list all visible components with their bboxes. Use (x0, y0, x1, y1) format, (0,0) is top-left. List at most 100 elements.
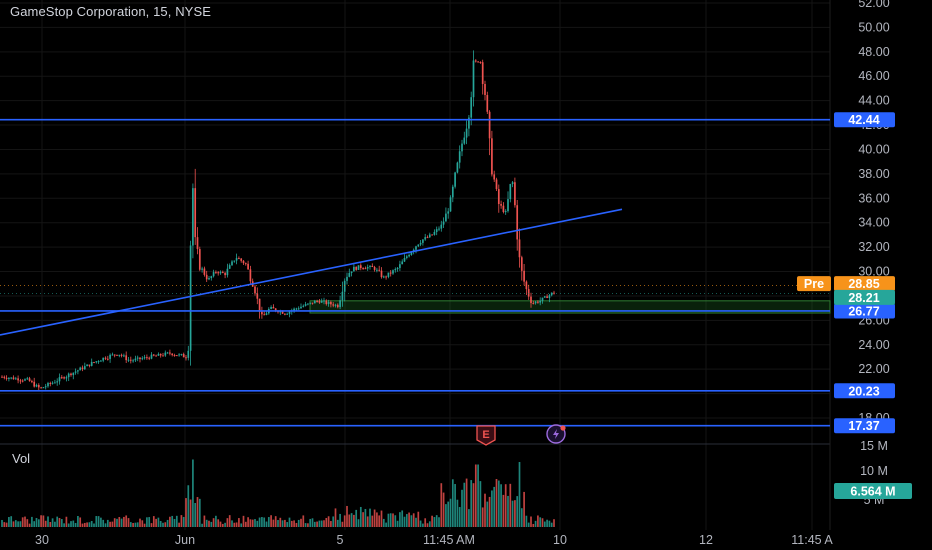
volume-bar (343, 515, 346, 527)
pre-price-tag (834, 276, 895, 292)
volume-bar (173, 518, 176, 527)
candle-body (175, 355, 178, 357)
volume-bar (426, 523, 429, 527)
price-tick-label: 38.00 (858, 167, 889, 181)
candle-body (477, 61, 479, 63)
candle-body (380, 270, 383, 278)
trendline[interactable] (0, 208, 623, 336)
volume-bar (136, 522, 139, 527)
price-tick-label: 52.00 (858, 0, 889, 10)
candle-body (1, 376, 3, 378)
volume-bar (359, 506, 362, 527)
candle-body (127, 359, 130, 361)
candle-body (424, 237, 427, 240)
candle-body (353, 266, 355, 272)
volume-bar (307, 523, 309, 527)
candle-body (86, 364, 88, 367)
volume-bar (70, 521, 72, 527)
volume-bar (228, 515, 231, 527)
volume-bar (1, 519, 3, 527)
candle-body (221, 271, 224, 273)
candle-body (523, 270, 525, 282)
candle-body (481, 62, 484, 84)
volume-bar (493, 486, 496, 527)
volume-bar (169, 516, 171, 527)
candle-body (463, 137, 466, 144)
volume-bar (297, 519, 300, 527)
candle-body (474, 60, 477, 62)
candle-body (348, 272, 351, 277)
candle-body (116, 354, 118, 356)
volume-bar (28, 523, 31, 527)
volume-bar (14, 520, 17, 527)
volume-bar (42, 515, 45, 527)
candle-body (359, 265, 362, 269)
candle-body (318, 301, 321, 303)
volume-bar (463, 482, 466, 527)
volume-bar (3, 522, 6, 527)
volume-bar (288, 517, 291, 527)
volume-bar (523, 491, 525, 527)
time-tick-label: 30 (35, 533, 49, 547)
candle-body (19, 380, 22, 382)
price-tick-label: 46.00 (858, 69, 889, 83)
candle-body (313, 301, 316, 304)
volume-bar (548, 520, 551, 527)
volume-bar (511, 500, 514, 527)
candle-body (543, 296, 546, 298)
volume-bar (550, 522, 553, 527)
candle-body (357, 265, 360, 270)
volume-bar (477, 464, 479, 527)
volume-bar (83, 522, 86, 527)
volume-bar (520, 508, 523, 527)
volume-bar (171, 515, 174, 527)
candle-body (364, 268, 367, 270)
volume-bar (8, 517, 10, 527)
volume-bar (17, 521, 19, 527)
candle-body (532, 303, 535, 305)
volume-bar (447, 501, 450, 527)
volume-bar (5, 522, 8, 527)
candle-body (134, 358, 137, 361)
candle-body (307, 303, 309, 305)
candle-body (539, 300, 542, 303)
candle-body (350, 271, 353, 273)
candle-body (104, 357, 107, 359)
volume-bar (274, 516, 277, 527)
volume-bar (261, 517, 263, 527)
volume-bar (203, 515, 206, 527)
time-axis[interactable]: 30 Jun 5 11:45 AM 10 12 11:45 A (35, 533, 833, 547)
candle-body (341, 291, 344, 301)
volume-bar (369, 508, 371, 527)
candle-body (417, 244, 420, 247)
candle-body (431, 234, 433, 236)
candle-body (258, 298, 261, 312)
candle-body (148, 357, 151, 359)
candle-body (527, 289, 530, 297)
volume-bar (157, 517, 160, 527)
volume-bar (461, 489, 463, 527)
candle-body (472, 60, 475, 98)
event-markers[interactable]: E (476, 424, 566, 446)
volume-bar (109, 521, 111, 527)
candle-body (150, 354, 153, 359)
volume-bar (316, 521, 318, 527)
candle-body (507, 199, 509, 212)
candle-body (366, 266, 369, 269)
time-tick-label: 11:45 A (791, 533, 833, 547)
candle-body (90, 361, 93, 366)
price-tick-label: 22.00 (858, 362, 889, 376)
candle-body (461, 143, 463, 152)
candle-body (447, 211, 450, 214)
candle-body (26, 378, 29, 380)
volume-bar (394, 515, 397, 527)
candle-body (256, 293, 259, 299)
volume-bar (113, 518, 116, 527)
horizontal-levels[interactable] (0, 118, 830, 427)
price-axis[interactable]: 52.0050.0048.0046.0044.0042.0040.0038.00… (858, 0, 889, 425)
candle-body (537, 301, 539, 303)
candle-body (449, 197, 452, 212)
volume-bar (378, 515, 381, 527)
trendline-segment (0, 208, 623, 336)
